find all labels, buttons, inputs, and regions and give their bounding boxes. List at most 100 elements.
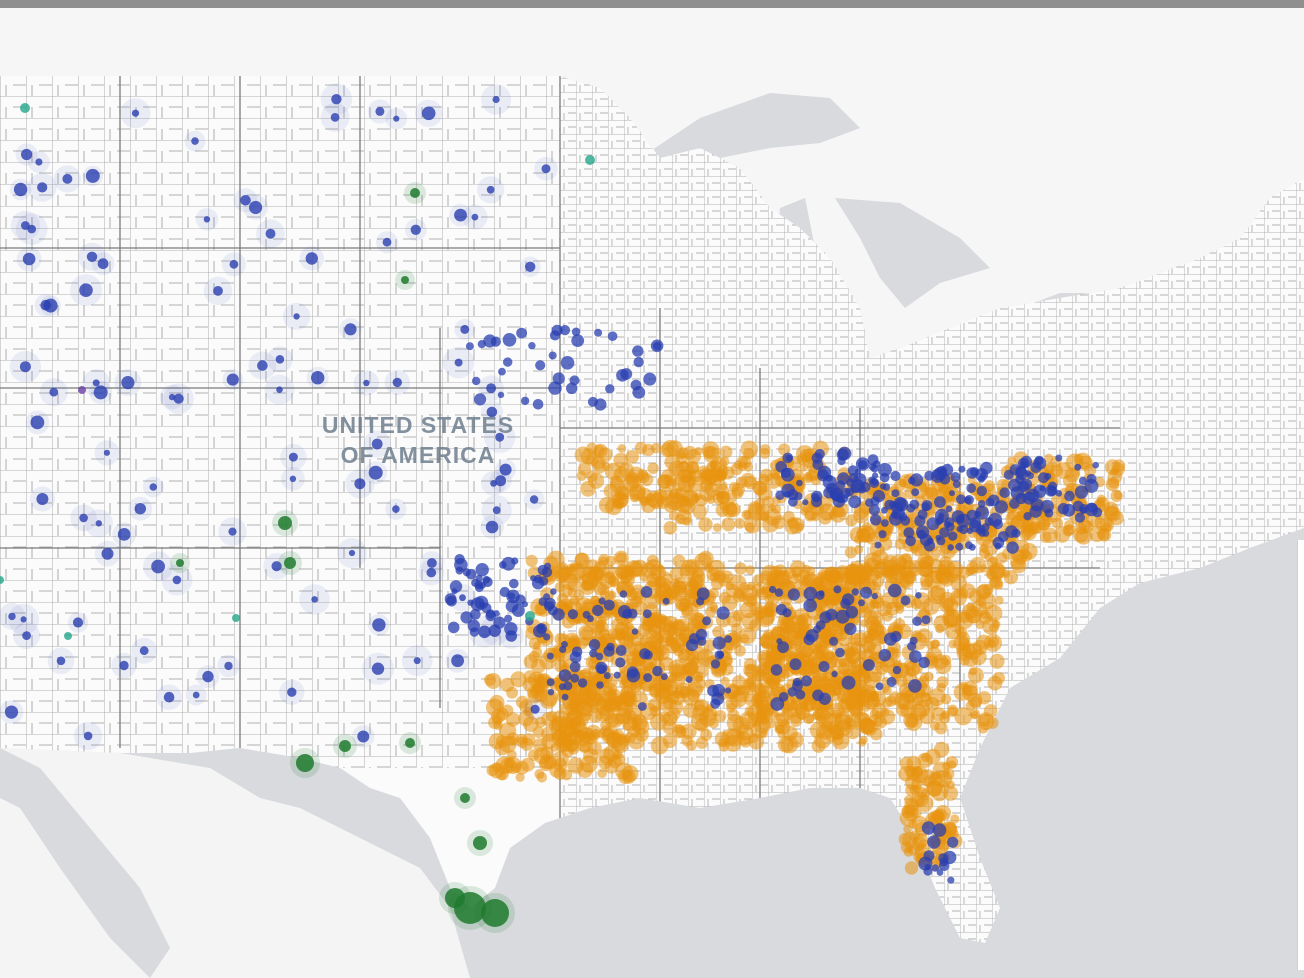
blue-point	[19, 361, 31, 373]
blue-point	[56, 656, 66, 666]
blue-point	[966, 467, 978, 479]
orange-point	[589, 703, 599, 714]
orange-point	[1044, 453, 1054, 463]
blue-point	[613, 671, 621, 679]
blue-point	[499, 561, 507, 569]
orange-point	[737, 731, 752, 746]
orange-point	[683, 484, 692, 493]
orange-point	[847, 688, 861, 702]
side-panel-edge[interactable]	[1297, 540, 1304, 970]
orange-point	[668, 674, 678, 684]
orange-point	[678, 648, 691, 662]
blue-point	[977, 500, 986, 508]
blue-point	[860, 586, 873, 599]
blue-point	[947, 876, 955, 884]
blue-point	[710, 659, 721, 669]
blue-point	[493, 616, 506, 629]
orange-point	[769, 468, 780, 479]
blue-point	[503, 357, 513, 367]
blue-point	[912, 616, 922, 626]
orange-point	[654, 575, 667, 588]
blue-point	[702, 616, 712, 626]
blue-point	[447, 621, 460, 634]
blue-point	[926, 517, 940, 531]
orange-point	[989, 653, 1005, 669]
orange-point	[605, 731, 621, 747]
orange-point	[595, 706, 611, 722]
blue-point	[1032, 484, 1047, 499]
blue-point	[965, 541, 973, 550]
county-map[interactable]	[0, 8, 1304, 978]
orange-point	[860, 648, 875, 663]
orange-point	[848, 659, 859, 670]
blue-point	[955, 542, 964, 551]
orange-point	[712, 626, 725, 638]
blue-point	[511, 604, 525, 617]
orange-point	[654, 686, 673, 705]
orange-point	[773, 712, 783, 721]
orange-point	[1036, 516, 1051, 531]
orange-point	[722, 655, 733, 667]
orange-point	[724, 646, 733, 655]
blue-point	[22, 631, 31, 640]
lake-huron	[835, 198, 990, 308]
orange-point	[895, 675, 908, 687]
blue-point	[561, 693, 569, 701]
blue-point	[976, 485, 987, 497]
blue-point	[485, 520, 499, 534]
orange-point	[986, 716, 999, 729]
orange-point	[743, 462, 753, 472]
orange-point	[1050, 464, 1064, 477]
orange-point	[743, 510, 752, 519]
blue-point	[837, 472, 850, 485]
blue-point	[1078, 476, 1087, 485]
blue-point	[426, 567, 437, 578]
orange-point	[601, 461, 611, 471]
orange-point	[934, 741, 950, 758]
orange-point	[800, 506, 809, 516]
orange-point	[856, 528, 871, 543]
blue-point	[908, 476, 916, 485]
blue-point	[598, 597, 606, 605]
orange-point	[679, 686, 690, 696]
orange-point	[566, 563, 576, 574]
orange-point	[743, 476, 758, 490]
blue-point	[818, 661, 830, 672]
orange-point	[868, 622, 884, 638]
blue-point	[818, 590, 825, 597]
orange-point	[987, 675, 1003, 691]
blue-point	[969, 517, 982, 529]
orange-point	[916, 795, 934, 812]
orange-point	[661, 439, 680, 458]
blue-point	[571, 327, 581, 337]
blue-point	[844, 622, 857, 636]
orange-point	[615, 762, 633, 780]
orange-point	[520, 737, 534, 751]
blue-point	[375, 106, 385, 116]
blue-point	[966, 483, 976, 494]
blue-point	[563, 681, 573, 691]
orange-point	[682, 516, 692, 526]
orange-point	[738, 582, 750, 594]
green-point	[473, 836, 487, 850]
orange-point	[732, 675, 746, 690]
blue-point	[994, 542, 1002, 550]
orange-point	[555, 562, 569, 576]
blue-point	[941, 463, 954, 476]
blue-point	[1006, 541, 1019, 554]
blue-point	[936, 516, 945, 524]
orange-point	[588, 565, 605, 582]
orange-point	[668, 460, 685, 477]
blue-point	[528, 342, 536, 350]
orange-point	[1010, 554, 1026, 570]
orange-point	[731, 486, 744, 499]
green-point	[410, 188, 420, 198]
blue-point	[495, 475, 507, 487]
blue-point	[825, 608, 838, 621]
blue-point	[1064, 490, 1075, 502]
orange-point	[762, 604, 773, 615]
blue-point	[872, 489, 886, 503]
blue-point	[486, 406, 498, 418]
green-point	[176, 559, 184, 567]
